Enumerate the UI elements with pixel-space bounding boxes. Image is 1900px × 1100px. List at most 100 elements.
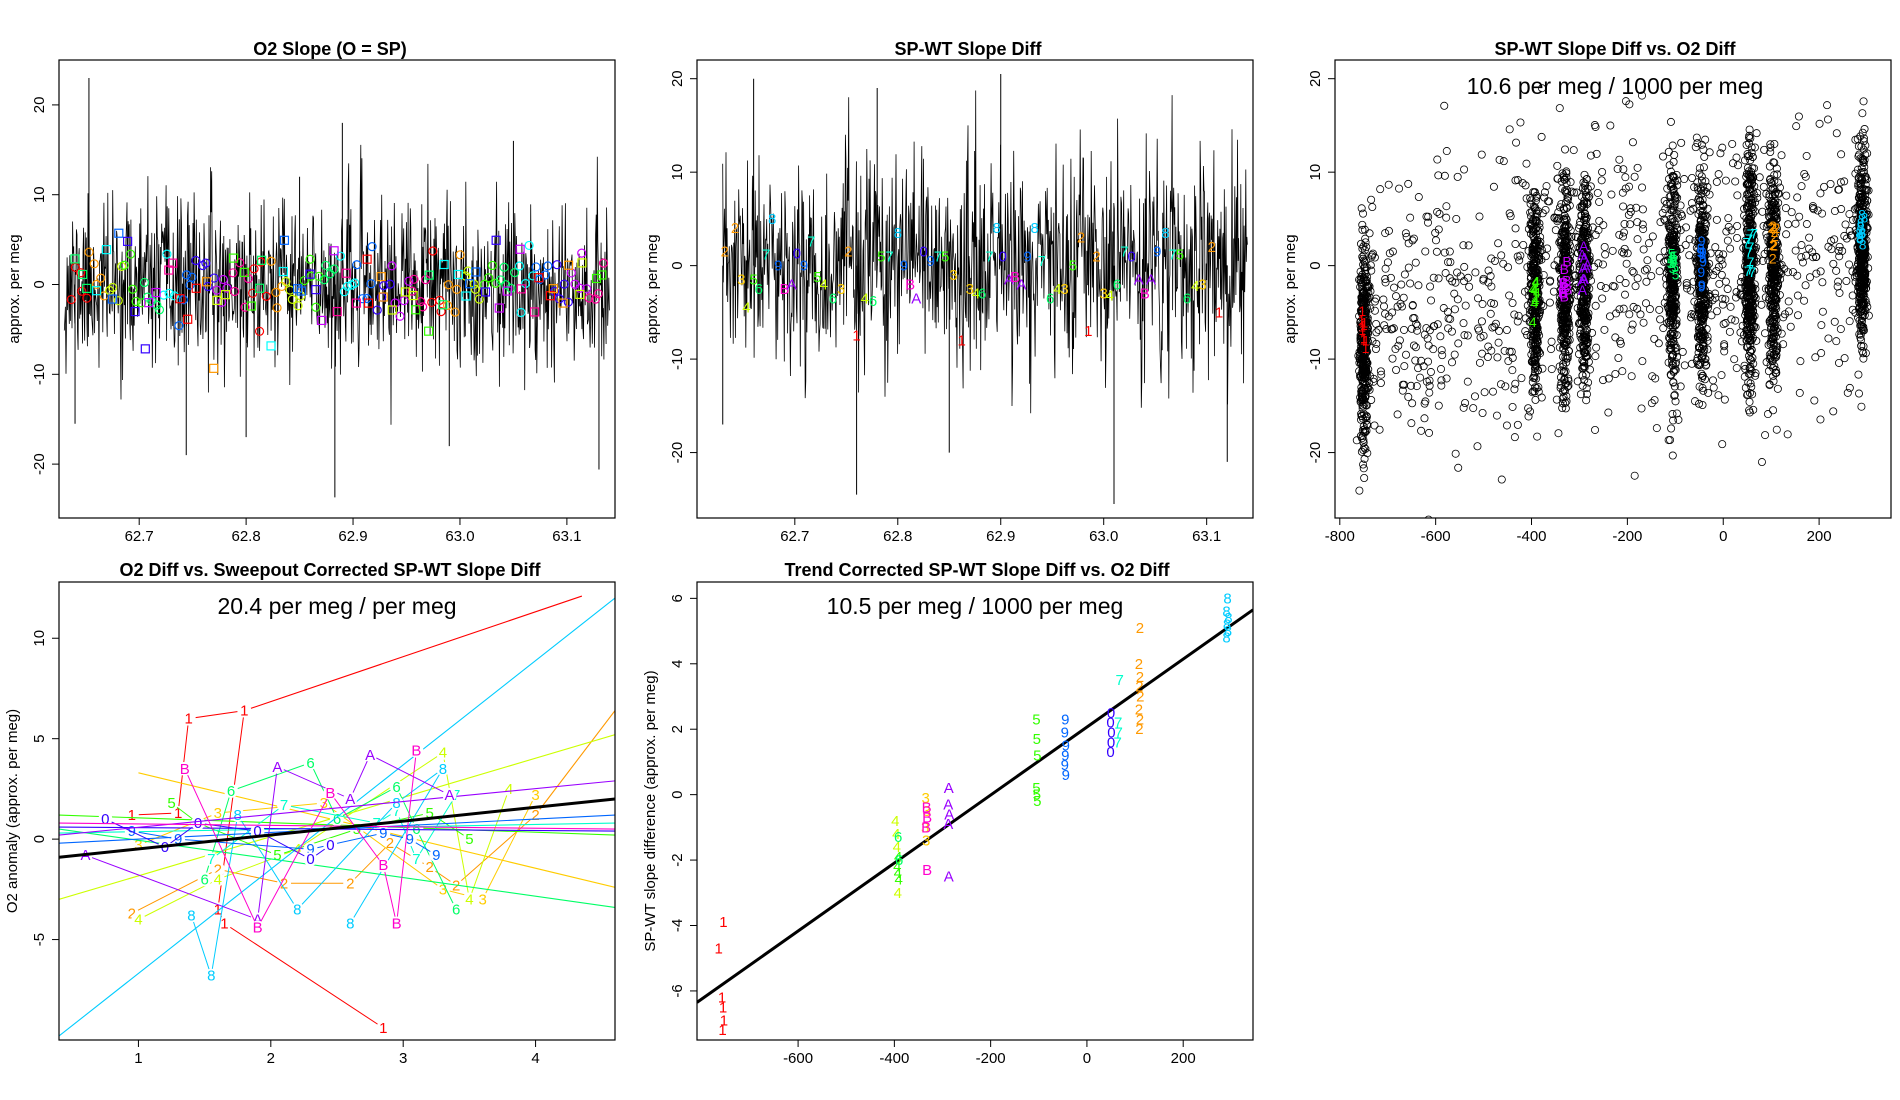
circle-marker bbox=[218, 274, 228, 285]
circle-marker bbox=[108, 282, 118, 293]
cluster-label: A bbox=[1580, 271, 1590, 287]
data-label: 3 bbox=[1198, 276, 1206, 293]
scatter-point bbox=[1747, 263, 1756, 272]
point-label: A bbox=[943, 816, 953, 833]
scatter-point bbox=[1733, 221, 1742, 230]
cluster-label: A bbox=[1578, 282, 1588, 298]
scatter-point bbox=[1528, 378, 1537, 387]
scatter-point bbox=[1513, 176, 1522, 185]
scatter-point bbox=[1619, 232, 1628, 241]
scatter-point bbox=[1448, 358, 1457, 367]
panel-title: SP-WT Slope Diff bbox=[895, 39, 1043, 59]
scatter-point bbox=[1669, 416, 1678, 425]
scatter-point bbox=[1686, 206, 1695, 215]
scatter-point bbox=[1516, 118, 1525, 127]
data-label: 4 bbox=[1191, 278, 1199, 295]
scatter-point bbox=[1666, 329, 1675, 338]
scatter-point bbox=[1769, 326, 1778, 335]
scatter-point bbox=[1561, 198, 1570, 207]
scatter-point bbox=[1562, 262, 1571, 271]
x-tick-label: -200 bbox=[976, 1050, 1006, 1067]
scatter-point bbox=[1768, 179, 1777, 188]
scatter-point bbox=[1566, 226, 1575, 235]
scatter-point bbox=[1802, 220, 1811, 229]
scatter-point bbox=[1668, 141, 1677, 150]
scatter-point bbox=[1749, 322, 1758, 331]
square-marker bbox=[123, 236, 133, 246]
scatter-point bbox=[1826, 179, 1835, 188]
circle-marker bbox=[271, 287, 281, 298]
x-tick-label: 3 bbox=[399, 1050, 407, 1067]
scatter-point bbox=[1833, 282, 1842, 291]
point-label: 8 bbox=[207, 968, 215, 985]
scatter-point bbox=[1732, 153, 1741, 162]
point-label: 5 bbox=[1033, 731, 1041, 748]
circle-marker bbox=[399, 296, 409, 306]
scatter-point bbox=[1832, 337, 1841, 346]
scatter-point bbox=[1514, 311, 1523, 320]
scatter-point bbox=[1697, 312, 1706, 321]
point-label: 6 bbox=[392, 779, 400, 796]
scatter-point bbox=[1718, 294, 1727, 303]
square-marker bbox=[91, 286, 102, 296]
cluster-label: A bbox=[1583, 257, 1593, 273]
cluster-label: 4 bbox=[1531, 295, 1539, 311]
data-label: 7 bbox=[1120, 244, 1128, 261]
data-label: 7 bbox=[885, 248, 893, 265]
circle-marker bbox=[528, 271, 538, 281]
circle-marker bbox=[436, 306, 446, 317]
circle-marker bbox=[524, 240, 534, 251]
scatter-point bbox=[1618, 248, 1627, 257]
circle-marker bbox=[387, 261, 397, 271]
square-marker bbox=[453, 269, 463, 280]
scatter-point bbox=[1638, 91, 1647, 100]
scatter-point bbox=[1746, 365, 1755, 374]
scatter-point bbox=[1724, 222, 1733, 231]
scatter-point bbox=[1829, 407, 1838, 416]
scatter-point bbox=[1714, 391, 1723, 400]
scatter-point bbox=[1861, 41, 1868, 48]
scatter-point bbox=[1682, 281, 1691, 290]
point-label: B bbox=[253, 920, 263, 937]
scatter-point bbox=[1676, 382, 1685, 391]
scatter-point bbox=[1562, 167, 1571, 176]
scatter-point bbox=[1630, 172, 1639, 181]
scatter-point bbox=[1562, 276, 1571, 285]
cluster-label: 1 bbox=[1360, 314, 1368, 330]
scatter-point bbox=[1625, 100, 1634, 109]
scatter-point bbox=[1431, 228, 1440, 237]
scatter-point bbox=[1556, 236, 1565, 245]
scatter-point bbox=[1393, 302, 1402, 311]
scatter-point bbox=[1608, 246, 1617, 255]
scatter-point bbox=[1532, 269, 1541, 278]
scatter-point bbox=[1701, 289, 1710, 298]
data-label: 8 bbox=[1031, 220, 1039, 237]
point-label: 6 bbox=[306, 755, 314, 772]
scatter-point bbox=[1703, 332, 1712, 341]
circle-marker bbox=[248, 288, 258, 298]
data-label: A bbox=[1016, 276, 1026, 293]
scatter-point bbox=[1399, 293, 1408, 302]
data-label: 3 bbox=[1100, 286, 1108, 303]
scatter-point bbox=[1559, 362, 1568, 371]
scatter-point bbox=[1827, 237, 1836, 246]
scatter-point bbox=[1598, 260, 1607, 269]
scatter-point bbox=[1765, 193, 1774, 202]
scatter-point bbox=[1564, 272, 1573, 281]
scatter-point bbox=[1798, 258, 1807, 267]
scatter-point bbox=[1362, 411, 1371, 420]
scatter-point bbox=[1854, 389, 1863, 398]
scatter-point bbox=[1483, 353, 1492, 362]
point-label: 0 bbox=[326, 837, 334, 854]
scatter-point bbox=[1495, 155, 1504, 164]
point-label: 7 bbox=[412, 851, 420, 868]
scatter-point bbox=[1451, 278, 1460, 287]
scatter-point bbox=[1671, 320, 1680, 329]
scatter-point bbox=[1365, 293, 1374, 302]
scatter-point bbox=[1622, 259, 1631, 268]
scatter-point bbox=[1667, 309, 1676, 318]
scatter-point bbox=[1743, 391, 1752, 400]
square-marker bbox=[78, 269, 88, 280]
circle-marker bbox=[418, 302, 428, 312]
scatter-point bbox=[1718, 260, 1727, 269]
